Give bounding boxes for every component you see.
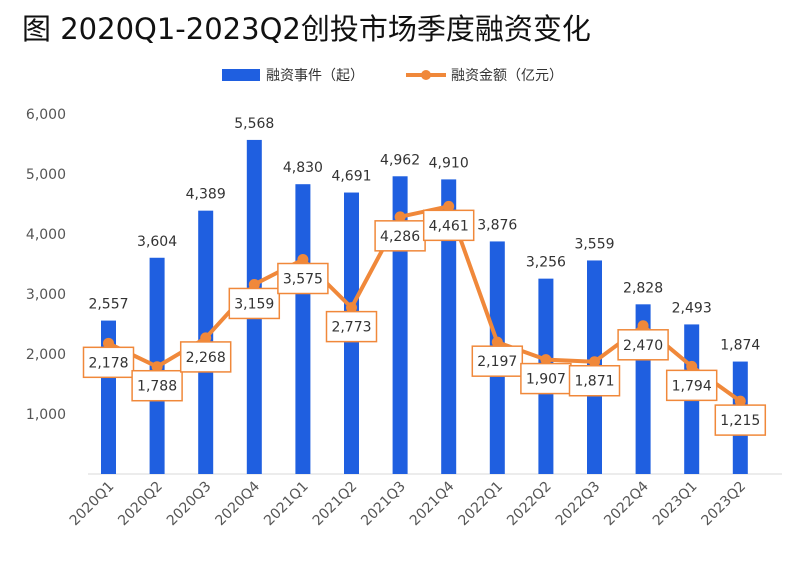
line-label-box: [82, 346, 135, 379]
bar-value-label: 1,874: [720, 338, 760, 354]
line-label-box: [228, 287, 281, 320]
line-label-box: [131, 369, 183, 402]
bar-value-label: 2,493: [672, 300, 712, 316]
legend-line-marker: [421, 70, 431, 80]
line-value-label: 1,794: [672, 378, 712, 394]
bar-value-label: 5,568: [234, 116, 274, 132]
bar-value-label: 3,876: [477, 217, 517, 233]
line-point: [637, 320, 649, 332]
x-tick-label: 2022Q4: [601, 478, 652, 529]
line-point: [346, 302, 357, 314]
line-value-label: 4,286: [380, 229, 420, 245]
bar-value-label: 3,559: [574, 236, 614, 252]
y-tick-label: 2,000: [26, 347, 66, 363]
legend-line-label: 融资金额（亿元）: [451, 68, 563, 84]
x-tick-label: 2023Q1: [650, 479, 701, 530]
x-tick-label: 2020Q2: [115, 479, 166, 530]
line-value-label: 2,470: [623, 338, 663, 354]
line-label-box: [714, 404, 767, 436]
line-point: [734, 395, 746, 407]
line-point: [394, 211, 406, 223]
line-point: [686, 360, 698, 372]
bar-value-label: 4,962: [380, 152, 420, 168]
x-tick-label: 2021Q2: [310, 479, 361, 530]
x-tick-label: 2020Q3: [164, 479, 215, 530]
line-label-box: [471, 345, 524, 377]
line-point: [443, 200, 455, 212]
legend: 融资事件（起） 融资金额（亿元）: [222, 68, 563, 84]
bar-value-label: 4,389: [186, 187, 226, 203]
line-value-label: 1,871: [574, 374, 614, 390]
line-point: [103, 337, 114, 349]
y-tick-label: 6,000: [26, 107, 66, 123]
line-value-label: 3,575: [283, 272, 323, 288]
line-value-label: 2,268: [186, 350, 226, 366]
line-label-box: [179, 341, 232, 373]
bar: [441, 179, 457, 474]
x-tick-label: 2022Q3: [553, 479, 604, 530]
y-tick-label: 4,000: [26, 227, 66, 243]
y-axis: 1,000 2,000 3,000 4,000 5,000 6,000: [26, 107, 66, 423]
line-point: [297, 254, 309, 265]
line-label-box: [325, 310, 378, 343]
x-axis: 2020Q12020Q22020Q32020Q42021Q12021Q22021…: [67, 478, 749, 529]
legend-bar-label: 融资事件（起）: [266, 68, 364, 84]
y-tick-label: 3,000: [26, 287, 66, 303]
line-point: [200, 332, 212, 344]
line-value-label: 1,788: [137, 379, 177, 395]
line-label-box: [568, 364, 621, 397]
line-value-label: 1,907: [526, 372, 566, 388]
x-tick-label: 2021Q3: [358, 479, 409, 530]
bar-labels: 2,557 3,604 4,389 5,568 4,830 4,691 4,962 4,910…: [88, 116, 760, 354]
line-point: [491, 336, 503, 348]
line-label-box: [277, 262, 329, 295]
x-tick-label: 2022Q2: [504, 479, 555, 530]
line-point: [248, 278, 260, 290]
line-labels: 2,178 1,788 2,268 3,159 3,575 2,773 4,286 4,461…: [82, 209, 767, 436]
x-tick-label: 2023Q2: [699, 479, 750, 530]
line-point: [540, 354, 552, 366]
bar-value-label: 2,828: [623, 280, 663, 296]
y-tick-label: 1,000: [26, 407, 66, 423]
y-tick-label: 5,000: [26, 167, 66, 183]
x-tick-label: 2020Q4: [213, 478, 264, 529]
line-label-box: [374, 220, 426, 252]
bar: [295, 184, 311, 474]
chart-title: 图 2020Q1-2023Q2创投市场季度融资变化: [22, 12, 591, 46]
legend-bar-swatch: [222, 69, 260, 81]
bar-value-label: 4,830: [283, 160, 323, 176]
x-tick-label: 2020Q1: [67, 479, 118, 530]
line-point: [589, 356, 600, 368]
line-value-label: 2,178: [88, 355, 128, 371]
bar-value-label: 4,691: [331, 169, 371, 185]
line-value-label: 1,215: [720, 413, 760, 429]
line-point: [151, 361, 163, 373]
x-tick-label: 2022Q1: [456, 479, 507, 530]
line-value-label: 2,773: [331, 320, 371, 336]
line-label-box: [422, 209, 475, 242]
bar-value-label: 3,256: [526, 255, 566, 271]
line-label-box: [665, 369, 718, 402]
line-value-label: 4,461: [429, 218, 469, 234]
bar-value-label: 2,557: [88, 297, 128, 313]
bar-value-label: 4,910: [429, 155, 469, 171]
x-tick-label: 2021Q1: [261, 479, 312, 530]
line-label-box: [617, 329, 669, 361]
line-value-label: 3,159: [234, 296, 274, 312]
bar-value-label: 3,604: [137, 234, 177, 250]
x-tick-label: 2021Q4: [407, 478, 458, 529]
line-value-label: 2,197: [477, 354, 517, 370]
